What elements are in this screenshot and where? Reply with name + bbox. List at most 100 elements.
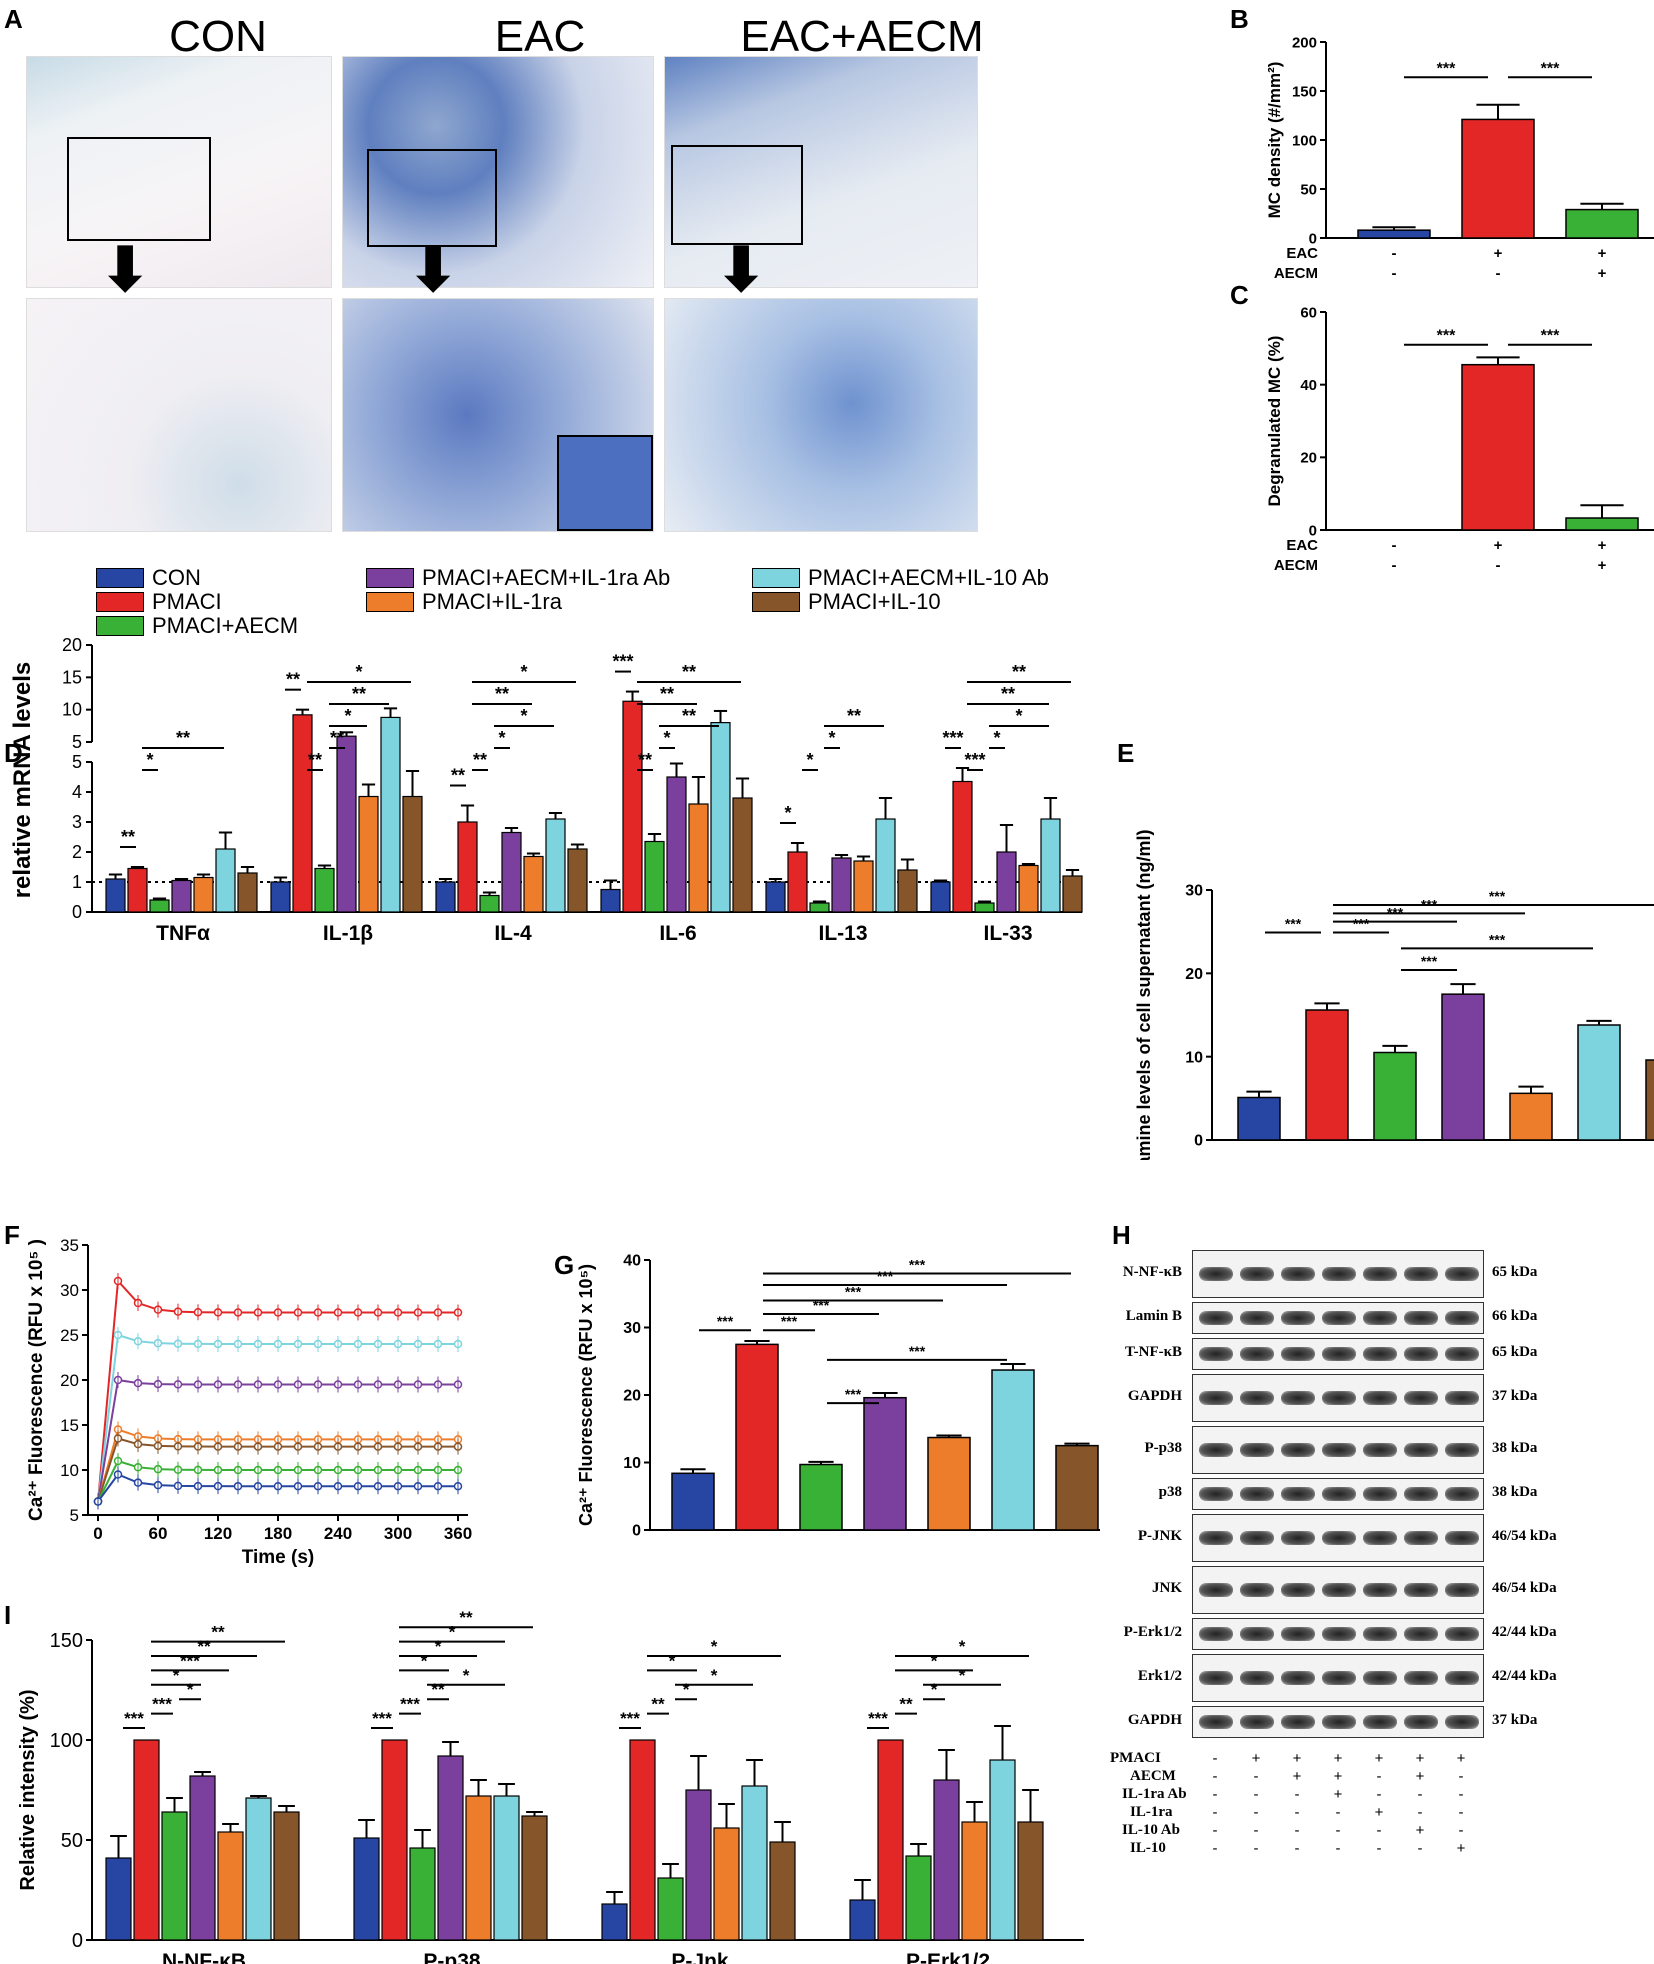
significance-label: *	[187, 1680, 194, 1699]
blot-condition-sign: -	[1253, 1768, 1259, 1785]
blot-band	[1281, 1311, 1315, 1325]
blot-condition-sign: -	[1376, 1840, 1382, 1857]
bar	[831, 857, 852, 913]
bar	[952, 780, 973, 913]
y-tick-label: 35	[60, 1236, 79, 1255]
bar	[688, 803, 709, 913]
significance-label: ***	[1437, 328, 1456, 345]
legend-item-pmaci-aecm-il10-ab: PMACI+AECM+IL-10 Ab	[752, 565, 1049, 591]
blot-row-label: p38	[1158, 1484, 1182, 1500]
x-tick-label: P-Erk1/2	[906, 1950, 990, 1964]
blot-band	[1445, 1671, 1479, 1685]
bar	[1357, 229, 1431, 239]
blot-row-label: GAPDH	[1127, 1388, 1182, 1404]
blot-condition-sign: +	[1292, 1768, 1302, 1785]
blot-band	[1240, 1443, 1274, 1457]
blot-condition-sign: -	[1458, 1786, 1464, 1803]
bar	[402, 795, 423, 913]
y-axis-label: relative mRNA levels	[9, 662, 36, 899]
arrow-down-icon: ⬇	[408, 236, 459, 303]
blot-kda-label: 38 kDa	[1492, 1440, 1538, 1456]
bar	[189, 1775, 216, 1941]
blot-condition-sign: -	[1417, 1804, 1423, 1821]
blot-band	[1199, 1347, 1233, 1361]
condition-sign: -	[1392, 557, 1397, 574]
bar	[897, 869, 918, 913]
blot-band	[1445, 1583, 1479, 1597]
x-tick-label: P-p38	[423, 1950, 481, 1964]
blot-band	[1281, 1531, 1315, 1545]
y-tick-label: 0	[1309, 522, 1317, 539]
y-axis-label: Relative intensity (%)	[17, 1689, 39, 1890]
y-tick-label: 2	[72, 842, 82, 862]
blot-condition-sign: +	[1374, 1750, 1384, 1767]
bar	[1645, 1059, 1654, 1141]
blot-row-label: P-Erk1/2	[1123, 1624, 1182, 1640]
blot-band	[1404, 1443, 1438, 1457]
significance-label: **	[682, 662, 696, 682]
blot-band	[1322, 1627, 1356, 1641]
blot-band	[1445, 1443, 1479, 1457]
significance-label: ***	[909, 1257, 926, 1273]
blot-condition-sign: +	[1333, 1786, 1343, 1803]
condition-sign: -	[1496, 557, 1501, 574]
blot-band	[1199, 1311, 1233, 1325]
blot-kda-label: 65 kDa	[1492, 1344, 1538, 1360]
condition-sign: +	[1598, 245, 1607, 262]
blot-band	[1363, 1715, 1397, 1729]
significance-label: *	[520, 662, 527, 682]
y-tick-label: 10	[623, 1455, 641, 1472]
y-tick-label: 20	[1185, 966, 1203, 983]
blot-band	[1404, 1391, 1438, 1405]
legend-item-con: CON	[96, 565, 201, 591]
blot-band	[1199, 1583, 1233, 1597]
significance-label: **	[473, 750, 487, 770]
significance-label: **	[495, 684, 509, 704]
bar	[849, 1899, 876, 1941]
panel-letter-c: C	[1230, 280, 1249, 310]
condition-sign: +	[1494, 537, 1503, 554]
y-tick-label: 1	[72, 872, 82, 892]
bar	[273, 1811, 300, 1941]
micrograph-eac-high	[342, 298, 654, 532]
panel-letter-b: B	[1230, 4, 1249, 34]
x-tick-label: 360	[444, 1524, 472, 1543]
y-tick-label: 30	[623, 1320, 641, 1337]
x-tick-label: P-Jnk	[671, 1950, 729, 1964]
bar	[991, 1369, 1035, 1531]
condition-sign: +	[1598, 557, 1607, 574]
bar	[149, 899, 170, 913]
bar	[1373, 1051, 1417, 1141]
blot-strip	[1192, 1566, 1484, 1614]
condition-sign: -	[1392, 245, 1397, 262]
y-axis-label: Histamine levels of cell supernatant (ng…	[1134, 829, 1154, 1160]
y-tick-label: 150	[50, 1630, 83, 1652]
blot-kda-label: 46/54 kDa	[1492, 1580, 1557, 1596]
y-tick-label: 30	[60, 1281, 79, 1300]
blot-strip	[1192, 1302, 1484, 1334]
significance-label: *	[520, 706, 527, 726]
arrow-down-icon: ⬇	[100, 236, 151, 303]
y-axis-label: Degranulated MC (%)	[1265, 336, 1284, 507]
y-tick-label: 0	[1309, 230, 1317, 247]
blot-row-label: T-NF-κB	[1125, 1344, 1182, 1360]
legend-swatch	[96, 616, 144, 636]
blot-condition-sign: -	[1212, 1840, 1218, 1857]
bar	[741, 1785, 768, 1941]
blot-band	[1322, 1531, 1356, 1545]
zoom-box	[671, 145, 803, 245]
blot-condition-sign: -	[1253, 1786, 1259, 1803]
y-tick-label: 5	[70, 1506, 79, 1525]
significance-label: *	[344, 706, 351, 726]
blot-band	[1322, 1311, 1356, 1325]
bar	[996, 851, 1017, 913]
significance-label: *	[173, 1666, 180, 1685]
panel-letter-i: I	[4, 1600, 12, 1630]
blot-kda-label: 66 kDa	[1492, 1308, 1538, 1324]
blot-band	[1363, 1311, 1397, 1325]
y-tick-label: 10	[60, 1461, 79, 1480]
y-tick-label: 10	[1185, 1049, 1203, 1066]
zoom-box	[67, 137, 211, 241]
bar	[1305, 1009, 1349, 1141]
y-tick-label: 0	[72, 1930, 83, 1952]
